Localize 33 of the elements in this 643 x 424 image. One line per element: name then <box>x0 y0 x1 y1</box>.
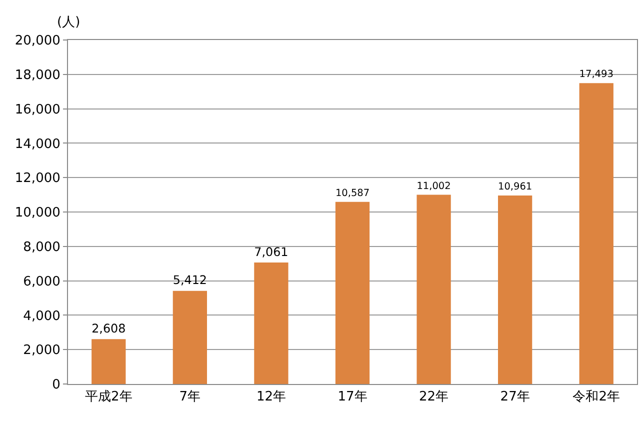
y-tick-label: 18,000 <box>14 68 60 83</box>
bar <box>92 339 126 384</box>
y-tick-label: 16,000 <box>14 102 60 118</box>
bar <box>579 83 614 384</box>
data-label: 10,961 <box>498 181 532 192</box>
y-tick-label: 2,000 <box>23 343 60 358</box>
y-tick-label: 8,000 <box>23 240 60 255</box>
data-label: 2,608 <box>92 321 126 336</box>
x-tick-label: 12年 <box>256 390 286 405</box>
data-label: 7,061 <box>254 244 288 259</box>
y-tick-label: 20,000 <box>14 34 60 49</box>
x-tick-label: 17年 <box>338 390 368 405</box>
x-tick-label: 27年 <box>500 390 530 405</box>
y-tick-label: 6,000 <box>23 274 60 290</box>
bar <box>498 195 532 384</box>
data-label: 10,587 <box>335 188 370 199</box>
data-label: 5,412 <box>172 273 207 288</box>
y-tick-label: 14,000 <box>14 136 60 152</box>
y-tick-label: 10,000 <box>14 206 60 221</box>
x-tick-label: 平成2年 <box>85 390 132 405</box>
bar <box>172 290 207 384</box>
bar <box>335 202 370 384</box>
bar <box>254 262 288 384</box>
data-label: 11,002 <box>416 180 451 192</box>
x-tick-label: 22年 <box>419 390 449 405</box>
y-tick-label: 4,000 <box>23 308 60 324</box>
y-axis-title: (人) <box>57 15 80 30</box>
data-label: 17,493 <box>579 69 614 80</box>
y-tick-label: 12,000 <box>14 171 60 186</box>
y-tick-label: 0 <box>52 378 60 393</box>
x-tick-label: 令和2年 <box>572 390 620 405</box>
bar <box>416 194 451 384</box>
x-tick-label: 7年 <box>179 390 201 405</box>
